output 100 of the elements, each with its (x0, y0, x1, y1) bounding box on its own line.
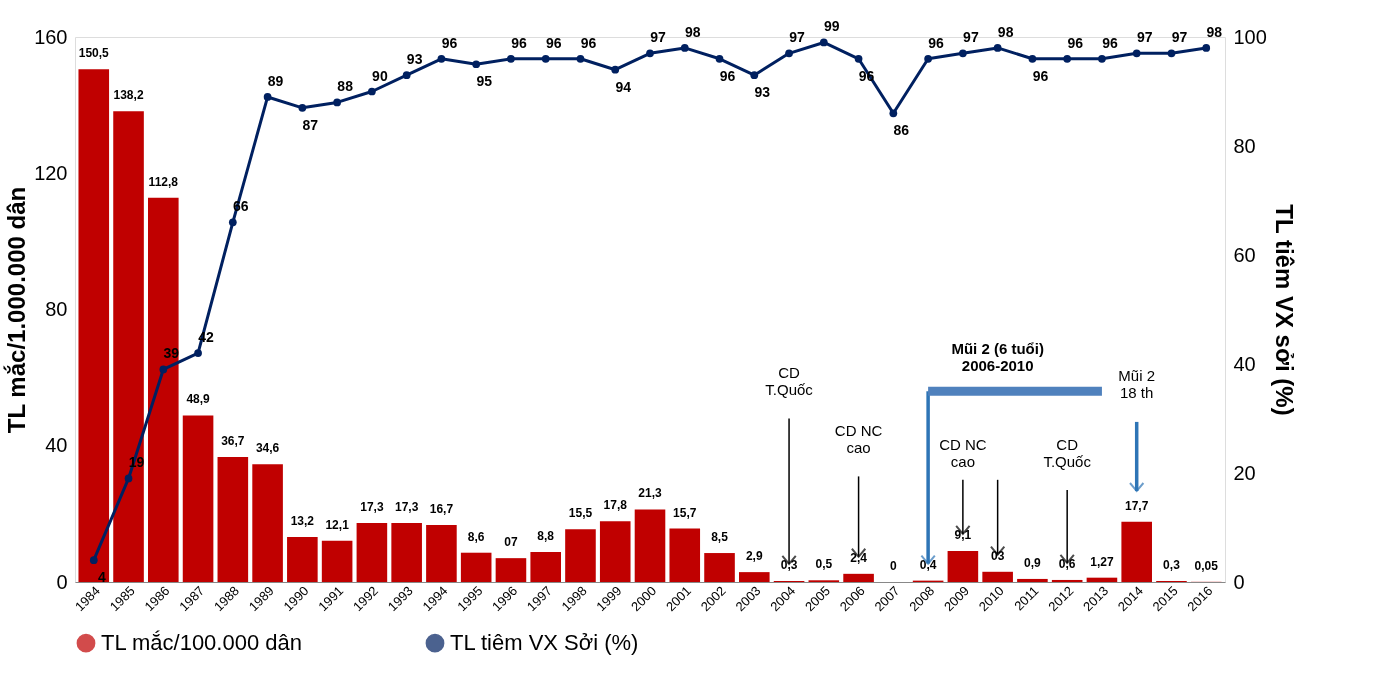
data-label: 0,4 (919, 557, 937, 572)
data-label: 93 (754, 84, 771, 101)
bar (947, 551, 979, 582)
bar (287, 537, 318, 582)
data-label: 97 (650, 29, 666, 46)
point (194, 349, 202, 357)
y2-tick-label: 80 (1233, 134, 1256, 157)
bar (460, 552, 492, 582)
y-tick-label: 40 (45, 434, 68, 457)
point (1063, 54, 1072, 63)
data-label: 150,5 (78, 46, 110, 61)
data-label: 94 (615, 78, 632, 95)
data-label: 99 (824, 18, 840, 35)
bar (843, 573, 874, 582)
data-label: 90 (372, 67, 388, 84)
annotation: CD T.Quốc (765, 364, 814, 399)
data-label: 86 (893, 122, 910, 139)
data-label: 88 (337, 78, 354, 95)
data-label: 138,2 (113, 88, 144, 103)
bar (669, 528, 701, 582)
point (1167, 49, 1176, 58)
data-label: 07 (504, 535, 518, 550)
bar (599, 521, 631, 582)
data-label: 96 (928, 34, 945, 51)
y-tick-label: 160 (34, 25, 68, 48)
point (159, 365, 168, 374)
data-label: 0,3 (780, 557, 798, 572)
data-label: 17,8 (603, 498, 628, 513)
data-label: 95 (476, 73, 493, 90)
data-label: 97 (1136, 29, 1153, 46)
data-label: 89 (267, 72, 284, 89)
bar (634, 509, 666, 582)
annotation: Mũi 2 (6 tuổi) 2006-2010 (951, 340, 1044, 375)
data-label: 97 (963, 29, 979, 46)
data-label: 96 (580, 34, 597, 51)
data-label: 98 (1206, 23, 1223, 40)
bar (495, 558, 527, 582)
point (576, 54, 585, 63)
point (298, 103, 307, 112)
point (819, 38, 828, 47)
data-label: 17,7 (1125, 498, 1149, 513)
legend-label: TL mắc/100.000 dân (101, 630, 302, 656)
legend-label: TL tiêm VX Sởi (%) (450, 630, 639, 656)
data-label: 96 (1102, 34, 1118, 51)
point (1098, 54, 1106, 63)
data-label: 2,4 (850, 550, 868, 565)
point (1202, 44, 1211, 52)
data-label: 0,6 (1058, 556, 1076, 571)
point (1028, 54, 1037, 63)
bar (982, 571, 1013, 582)
y2-tick-label: 40 (1233, 352, 1256, 375)
data-label: 0,3 (1163, 557, 1181, 572)
point (124, 474, 133, 483)
data-label: 36,7 (221, 433, 245, 448)
bar (356, 523, 388, 582)
y2-tick-label: 100 (1233, 25, 1267, 48)
bar (1121, 521, 1152, 582)
annotation: Mũi 2 18 th (1118, 367, 1156, 402)
bar (704, 553, 735, 582)
annotation: CD T.Quốc (1043, 435, 1092, 470)
data-label: 98 (684, 23, 701, 40)
data-label: 12,1 (325, 517, 350, 532)
point (646, 49, 654, 58)
data-label: 15,7 (673, 505, 697, 520)
point (507, 54, 515, 63)
point (611, 65, 620, 74)
data-label: 0,9 (1024, 555, 1042, 570)
bar (565, 529, 596, 582)
y2-tick-label: 60 (1233, 243, 1256, 266)
bar (1017, 578, 1048, 582)
data-label: 98 (997, 23, 1014, 40)
data-label: 17,3 (394, 500, 419, 515)
bar (1051, 579, 1083, 582)
data-label: 03 (990, 548, 1005, 563)
point (402, 71, 411, 80)
bar (426, 525, 457, 582)
bar (1086, 577, 1118, 582)
data-label: 87 (302, 116, 319, 133)
point (889, 109, 898, 118)
point (993, 44, 1002, 52)
point (680, 44, 689, 52)
y-tick-label: 80 (45, 298, 68, 320)
data-label: 21,3 (638, 486, 662, 501)
data-label: 96 (511, 34, 527, 51)
annotation: CD NC cao (834, 421, 883, 456)
data-label: 96 (545, 34, 562, 51)
y2-tick-label: 20 (1233, 461, 1256, 484)
point (959, 49, 967, 58)
data-label: 2,9 (745, 549, 763, 564)
point (228, 218, 237, 227)
point (785, 49, 793, 58)
data-label: 17,3 (360, 500, 384, 515)
data-label: 9,1 (954, 528, 972, 542)
data-label: 0,5 (815, 557, 833, 572)
data-label: 4 (97, 569, 106, 586)
data-label: 93 (406, 51, 423, 68)
y2-axis-title: TL tiêm VX sởi (%) (1270, 204, 1298, 416)
data-label: 16,7 (429, 502, 454, 517)
bar (182, 415, 214, 582)
bar (217, 456, 249, 582)
